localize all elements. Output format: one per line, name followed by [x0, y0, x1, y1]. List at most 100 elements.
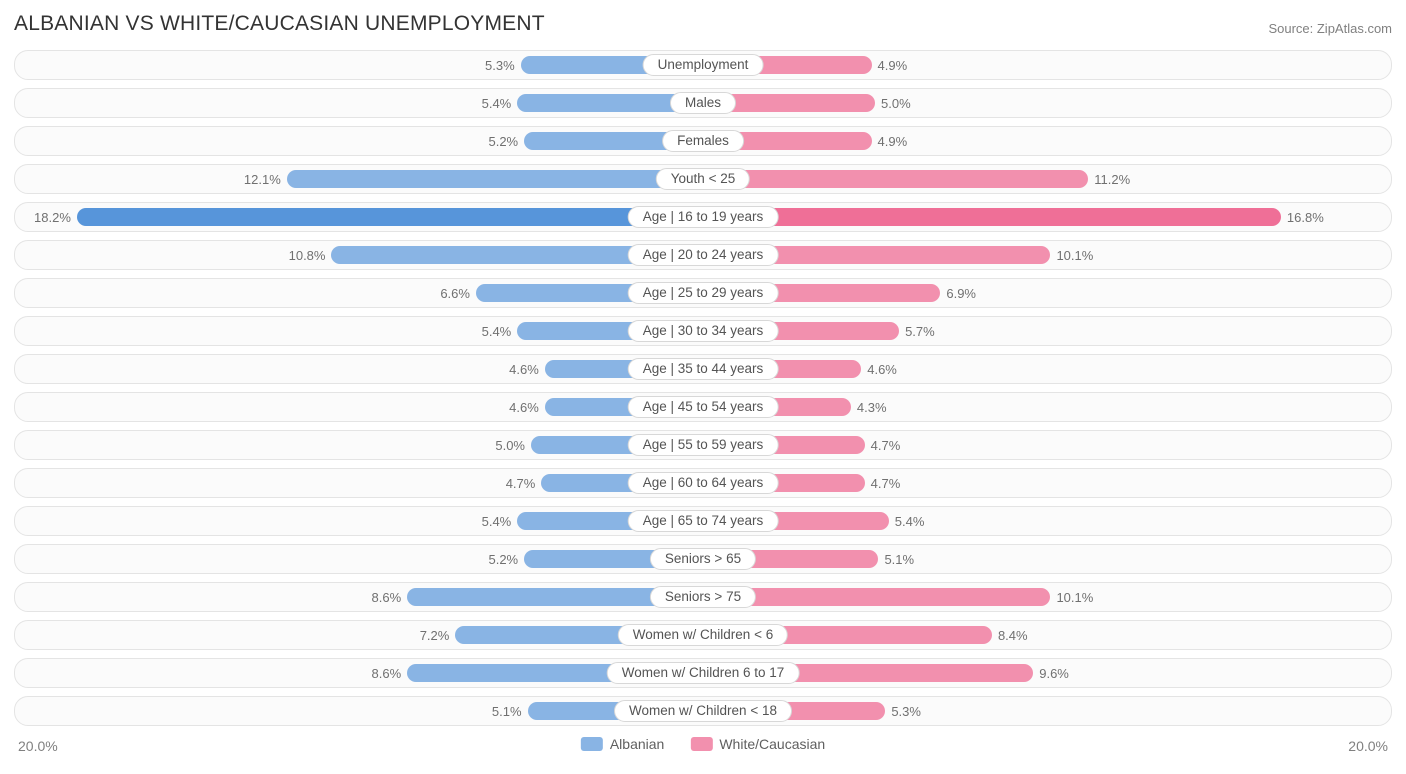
- row-right-side: 16.8%: [703, 203, 1391, 231]
- row-right-side: 5.1%: [703, 545, 1391, 573]
- left-bar: [287, 170, 703, 188]
- left-value: 5.1%: [492, 704, 522, 719]
- row-category-label: Seniors > 75: [650, 586, 756, 608]
- row-category-label: Age | 16 to 19 years: [628, 206, 779, 228]
- chart-row: 6.6% 6.9% Age | 25 to 29 years: [14, 278, 1392, 308]
- chart-row: 4.6%4.6%Age | 35 to 44 years: [14, 354, 1392, 384]
- left-value: 4.7%: [506, 476, 536, 491]
- left-value: 5.4%: [482, 96, 512, 111]
- row-left-side: 8.6%: [15, 583, 703, 611]
- right-value: 5.1%: [884, 552, 914, 567]
- row-right-side: 4.7%: [703, 469, 1391, 497]
- row-category-label: Women w/ Children 6 to 17: [607, 662, 800, 684]
- row-category-label: Age | 30 to 34 years: [628, 320, 779, 342]
- right-value: 11.2%: [1094, 172, 1130, 187]
- axis-max-left: 20.0%: [18, 738, 58, 754]
- chart-row: 10.8% 10.1% Age | 20 to 24 years: [14, 240, 1392, 270]
- chart-title: ALBANIAN VS WHITE/CAUCASIAN UNEMPLOYMENT: [14, 12, 545, 36]
- row-category-label: Age | 35 to 44 years: [628, 358, 779, 380]
- left-value: 4.6%: [509, 400, 539, 415]
- row-left-side: 5.4%: [15, 507, 703, 535]
- row-right-side: 4.6%: [703, 355, 1391, 383]
- left-value: 5.2%: [488, 134, 518, 149]
- row-left-side: 8.6%: [15, 659, 703, 687]
- right-value: 5.3%: [891, 704, 921, 719]
- right-value: 8.4%: [998, 628, 1028, 643]
- row-left-side: 4.7%: [15, 469, 703, 497]
- legend-label-left: Albanian: [610, 736, 665, 752]
- chart-header: ALBANIAN VS WHITE/CAUCASIAN UNEMPLOYMENT…: [14, 12, 1392, 36]
- row-left-side: 5.2%: [15, 545, 703, 573]
- left-value: 8.6%: [372, 590, 402, 605]
- right-value: 9.6%: [1039, 666, 1069, 681]
- row-category-label: Females: [662, 130, 744, 152]
- left-value: 18.2%: [34, 210, 71, 225]
- row-right-side: 4.9%: [703, 51, 1391, 79]
- legend-swatch-right: [690, 737, 712, 751]
- row-right-side: 5.3%: [703, 697, 1391, 725]
- left-value: 12.1%: [244, 172, 281, 187]
- row-right-side: 10.1%: [703, 583, 1391, 611]
- row-left-side: 5.2%: [15, 127, 703, 155]
- left-value: 10.8%: [289, 248, 326, 263]
- chart-row: 5.1% 5.3% Women w/ Children < 18: [14, 696, 1392, 726]
- right-value: 4.9%: [878, 134, 908, 149]
- legend-item-right: White/Caucasian: [690, 736, 825, 752]
- row-left-side: 4.6%: [15, 355, 703, 383]
- row-category-label: Age | 25 to 29 years: [628, 282, 779, 304]
- chart-row: 4.6%4.3%Age | 45 to 54 years: [14, 392, 1392, 422]
- chart-row: 4.7%4.7%Age | 60 to 64 years: [14, 468, 1392, 498]
- row-left-side: 18.2%: [15, 203, 703, 231]
- chart-footer: 20.0% Albanian White/Caucasian 20.0%: [14, 732, 1392, 762]
- row-left-side: 6.6%: [15, 279, 703, 307]
- row-left-side: 12.1%: [15, 165, 703, 193]
- left-value: 5.4%: [482, 514, 512, 529]
- row-category-label: Women w/ Children < 6: [618, 624, 788, 646]
- row-right-side: 11.2%: [703, 165, 1391, 193]
- row-left-side: 5.4%: [15, 89, 703, 117]
- chart-row: 5.4% 5.7% Age | 30 to 34 years: [14, 316, 1392, 346]
- row-category-label: Age | 55 to 59 years: [628, 434, 779, 456]
- row-left-side: 10.8%: [15, 241, 703, 269]
- row-left-side: 5.0%: [15, 431, 703, 459]
- row-left-side: 5.3%: [15, 51, 703, 79]
- left-bar: [77, 208, 703, 226]
- right-bar: [703, 170, 1088, 188]
- right-value: 4.3%: [857, 400, 887, 415]
- left-value: 6.6%: [440, 286, 470, 301]
- legend-item-left: Albanian: [581, 736, 665, 752]
- chart-row: 8.6% 10.1% Seniors > 75: [14, 582, 1392, 612]
- row-category-label: Age | 60 to 64 years: [628, 472, 779, 494]
- axis-max-right: 20.0%: [1348, 738, 1388, 754]
- right-value: 6.9%: [946, 286, 976, 301]
- row-right-side: 8.4%: [703, 621, 1391, 649]
- right-value: 10.1%: [1056, 590, 1093, 605]
- row-right-side: 4.3%: [703, 393, 1391, 421]
- chart-row: 5.0% 4.7% Age | 55 to 59 years: [14, 430, 1392, 460]
- row-left-side: 4.6%: [15, 393, 703, 421]
- chart-row: 18.2% 16.8% Age | 16 to 19 years: [14, 202, 1392, 232]
- left-value: 5.4%: [482, 324, 512, 339]
- right-value: 4.7%: [871, 438, 901, 453]
- right-value: 4.9%: [878, 58, 908, 73]
- right-value: 16.8%: [1287, 210, 1324, 225]
- right-value: 5.4%: [895, 514, 925, 529]
- row-right-side: 4.9%: [703, 127, 1391, 155]
- legend-label-right: White/Caucasian: [719, 736, 825, 752]
- right-value: 5.7%: [905, 324, 935, 339]
- chart-source: Source: ZipAtlas.com: [1268, 21, 1392, 36]
- left-value: 7.2%: [420, 628, 450, 643]
- chart-row: 5.2%5.1%Seniors > 65: [14, 544, 1392, 574]
- chart-row: 5.3%4.9%Unemployment: [14, 50, 1392, 80]
- row-category-label: Age | 20 to 24 years: [628, 244, 779, 266]
- right-value: 10.1%: [1056, 248, 1093, 263]
- chart-row: 7.2% 8.4% Women w/ Children < 6: [14, 620, 1392, 650]
- row-category-label: Women w/ Children < 18: [614, 700, 792, 722]
- row-left-side: 5.4%: [15, 317, 703, 345]
- left-value: 5.2%: [488, 552, 518, 567]
- legend: Albanian White/Caucasian: [581, 736, 825, 752]
- row-right-side: 4.7%: [703, 431, 1391, 459]
- left-value: 8.6%: [372, 666, 402, 681]
- chart-row: 5.2% 4.9% Females: [14, 126, 1392, 156]
- row-category-label: Males: [670, 92, 736, 114]
